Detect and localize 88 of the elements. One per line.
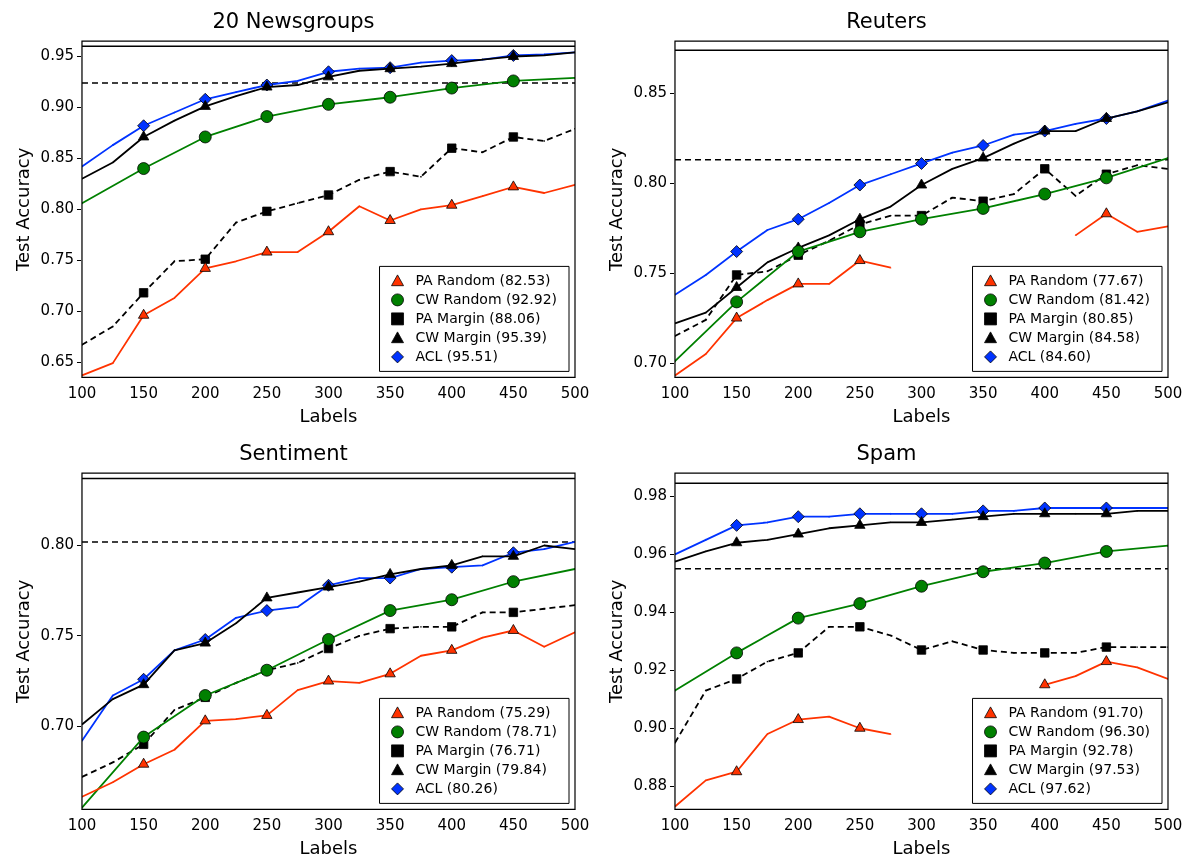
- legend-label: PA Margin (92.78): [1008, 741, 1134, 758]
- legend-label: CW Margin (79.84): [415, 760, 547, 777]
- x-axis-title: Labels: [892, 404, 951, 426]
- legend-label: CW Margin (95.39): [415, 328, 547, 345]
- y-tick-label: 0.75: [40, 250, 74, 269]
- chart-title: Reuters: [846, 9, 927, 34]
- legend-label: PA Random (75.29): [415, 703, 551, 720]
- x-tick-label: 100: [67, 384, 97, 403]
- y-tick-label: 0.96: [633, 544, 667, 563]
- legend-label: PA Margin (88.06): [415, 309, 541, 326]
- x-tick-label: 500: [1153, 384, 1183, 403]
- x-tick-label: 250: [252, 816, 282, 835]
- x-tick-label: 250: [845, 384, 875, 403]
- x-tick-label: 500: [560, 384, 590, 403]
- x-axis-title: Labels: [299, 836, 358, 858]
- x-tick-label: 150: [722, 816, 751, 835]
- legend-label: ACL (84.60): [1008, 347, 1091, 364]
- y-tick-label: 0.90: [40, 97, 74, 116]
- x-tick-label: 300: [314, 816, 343, 835]
- y-tick-label: 0.75: [633, 263, 667, 282]
- chart-title: Spam: [856, 441, 917, 466]
- x-tick-label: 100: [660, 384, 690, 403]
- x-tick-label: 350: [375, 816, 405, 835]
- x-tick-label: 350: [968, 816, 998, 835]
- legend-label: PA Random (91.70): [1008, 703, 1144, 720]
- x-tick-label: 150: [129, 384, 158, 403]
- x-tick-label: 350: [968, 384, 998, 403]
- legend-label: PA Margin (76.71): [415, 741, 541, 758]
- x-tick-label: 450: [499, 816, 528, 835]
- legend-label: CW Random (96.30): [1008, 722, 1150, 739]
- x-tick-label: 100: [660, 816, 690, 835]
- y-tick-label: 0.75: [40, 625, 74, 644]
- legend-label: PA Random (82.53): [415, 271, 551, 288]
- legend-label: ACL (97.62): [1008, 779, 1091, 796]
- x-axis-title: Labels: [299, 404, 358, 426]
- x-tick-label: 200: [783, 384, 813, 403]
- y-tick-label: 0.98: [633, 486, 667, 505]
- x-tick-label: 150: [129, 816, 158, 835]
- legend-label: CW Margin (84.58): [1008, 328, 1140, 345]
- x-axis-title: Labels: [892, 836, 951, 858]
- x-tick-label: 200: [190, 384, 220, 403]
- legend-label: PA Margin (80.85): [1008, 309, 1134, 326]
- y-axis-title: Test Accuracy: [605, 147, 627, 272]
- legend-label: PA Random (77.67): [1008, 271, 1144, 288]
- y-tick-label: 0.70: [40, 301, 74, 320]
- x-tick-label: 300: [907, 384, 936, 403]
- x-tick-label: 350: [375, 384, 405, 403]
- x-tick-label: 400: [437, 816, 467, 835]
- y-tick-label: 0.80: [633, 173, 667, 192]
- x-tick-label: 450: [1092, 816, 1121, 835]
- x-tick-label: 250: [252, 384, 282, 403]
- x-tick-label: 450: [499, 384, 528, 403]
- x-tick-label: 200: [190, 816, 220, 835]
- y-tick-label: 0.70: [633, 352, 667, 371]
- y-axis-title: Test Accuracy: [12, 147, 34, 272]
- x-tick-label: 500: [560, 816, 590, 835]
- x-tick-label: 300: [314, 384, 343, 403]
- x-tick-label: 100: [67, 816, 97, 835]
- y-axis-title: Test Accuracy: [12, 579, 34, 704]
- y-tick-label: 0.80: [40, 535, 74, 554]
- y-tick-label: 0.94: [633, 602, 667, 621]
- y-tick-label: 0.65: [40, 352, 74, 371]
- y-axis-title: Test Accuracy: [605, 579, 627, 704]
- y-tick-label: 0.88: [633, 776, 667, 795]
- legend-label: ACL (80.26): [415, 779, 498, 796]
- x-tick-label: 450: [1092, 384, 1121, 403]
- chart-title: Sentiment: [239, 441, 348, 466]
- y-tick-label: 0.85: [633, 83, 667, 102]
- legend-label: ACL (95.51): [415, 347, 498, 364]
- x-tick-label: 150: [722, 384, 751, 403]
- y-tick-label: 0.90: [633, 718, 667, 737]
- y-tick-label: 0.80: [40, 199, 74, 218]
- x-tick-label: 250: [845, 816, 875, 835]
- y-tick-label: 0.70: [40, 716, 74, 735]
- chart-title: 20 Newsgroups: [212, 9, 375, 34]
- legend-label: CW Random (81.42): [1008, 290, 1150, 307]
- x-tick-label: 300: [907, 816, 936, 835]
- x-tick-label: 400: [1030, 384, 1060, 403]
- y-tick-label: 0.92: [633, 660, 667, 679]
- legend-label: CW Random (92.92): [415, 290, 557, 307]
- legend-label: CW Margin (97.53): [1008, 760, 1140, 777]
- x-tick-label: 400: [1030, 816, 1060, 835]
- x-tick-label: 400: [437, 384, 467, 403]
- x-tick-label: 500: [1153, 816, 1183, 835]
- y-tick-label: 0.85: [40, 148, 74, 167]
- y-tick-label: 0.95: [40, 46, 74, 65]
- legend-label: CW Random (78.71): [415, 722, 557, 739]
- x-tick-label: 200: [783, 816, 813, 835]
